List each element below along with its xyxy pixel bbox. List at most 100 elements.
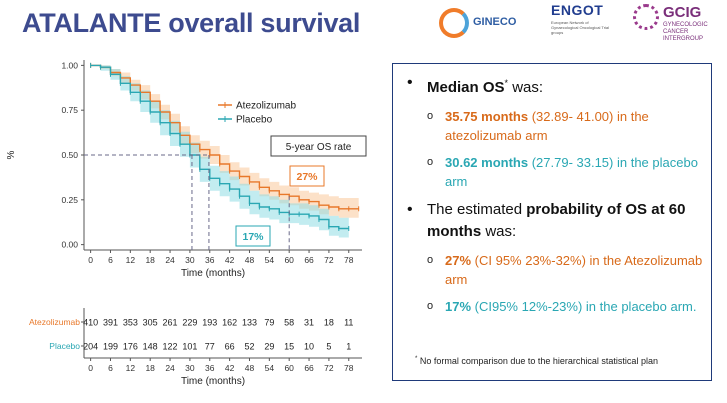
risk-x-tick-label: 18: [145, 363, 155, 373]
summary-panel: Median OS* was: 35.75 months (32.89- 41.…: [392, 63, 712, 381]
x-tick-label: 60: [284, 255, 294, 265]
risk-x-tick-label: 36: [205, 363, 215, 373]
risk-cell: 58: [284, 318, 294, 328]
engot-logo-text: ENGOT: [551, 2, 604, 18]
y-tick-label: 0.75: [61, 105, 78, 115]
risk-cell: 101: [182, 342, 197, 352]
prob-placebo-value: 17%: [445, 299, 472, 314]
risk-cell: 10: [304, 342, 314, 352]
y-tick-label: 0.25: [61, 195, 78, 205]
x-tick-label: 72: [324, 255, 334, 265]
risk-cell: 18: [324, 318, 334, 328]
risk-cell: 204: [83, 342, 98, 352]
risk-x-tick-label: 66: [304, 363, 314, 373]
atezo-60-label-box: [289, 165, 325, 187]
median-os-suffix: was:: [508, 79, 544, 96]
median-atezo-item: 35.75 months (32.89- 41.00) in the atezo…: [403, 107, 705, 145]
footnote-mark: *: [415, 356, 418, 362]
median-placebo-detail: (27.79- 33.15) in the placebo arm: [445, 155, 698, 189]
probability-os-prefix: The estimated: [427, 201, 527, 218]
median-placebo-item: 30.62 months (27.79- 33.15) in the place…: [403, 153, 705, 191]
risk-row-label-placebo: Placebo: [49, 341, 80, 351]
risk-cell: 77: [205, 342, 215, 352]
engot-logo: ENGOT European Network of Gynaecological…: [551, 2, 621, 46]
x-tick-label: 42: [225, 255, 235, 265]
gcig-logo: GCIG GYNECOLOGIC CANCER INTERGROUP: [633, 2, 717, 48]
probability-os-emph: probability of OS at 60 months: [427, 201, 686, 240]
prob-placebo-item: 17% (CI95% 12%-23%) in the placebo arm.: [403, 297, 705, 316]
risk-cell: 305: [143, 318, 158, 328]
risk-x-tick-label: 24: [165, 363, 175, 373]
x-tick-label: 24: [165, 255, 175, 265]
risk-cell: 11: [344, 318, 353, 328]
risk-x-tick-label: 54: [265, 363, 275, 373]
risk-x-tick-label: 12: [126, 363, 136, 373]
prob-placebo-detail: (CI95% 12%-23%) in the placebo arm.: [471, 299, 697, 314]
x-tick-label: 66: [304, 255, 314, 265]
risk-cell: 122: [163, 342, 178, 352]
x-tick-label: 18: [145, 255, 155, 265]
risk-x-tick-label: 60: [284, 363, 294, 373]
risk-cell: 5: [326, 342, 331, 352]
footnote: * No formal comparison due to the hierar…: [415, 356, 658, 366]
annotation-box: [270, 135, 367, 157]
survival-curve-placebo: [90, 64, 349, 230]
legend-label-placebo: Placebo: [236, 115, 273, 126]
x-tick-label: 54: [265, 255, 275, 265]
risk-cell: 193: [202, 318, 217, 328]
y-tick-label: 1.00: [61, 60, 78, 70]
legend-label-atezolizumab: Atezolizumab: [236, 101, 296, 112]
ci-band-placebo: [90, 65, 349, 238]
median-os-bullet: Median OS* was:: [403, 72, 705, 99]
risk-cell: 1: [346, 342, 351, 352]
gineco-mark-icon: [439, 8, 469, 38]
risk-x-tick-label: 78: [344, 363, 354, 373]
atezo-60-label: 27%: [296, 171, 318, 183]
risk-cell: 52: [244, 342, 254, 352]
median-atezo-detail: (32.89- 41.00) in the atezolizumab arm: [445, 109, 649, 143]
annotation-text: 5-year OS rate: [286, 142, 352, 153]
risk-x-tick-label: 48: [245, 363, 255, 373]
risk-cell: 199: [103, 342, 118, 352]
x-tick-label: 36: [205, 255, 215, 265]
risk-cell: 79: [264, 318, 274, 328]
gcig-mark-icon: [633, 4, 659, 30]
gineco-logo: GINECO: [439, 4, 529, 44]
risk-cell: 391: [103, 318, 118, 328]
probability-os-bullet: The estimated probability of OS at 60 mo…: [403, 199, 705, 243]
engot-logo-subtitle: European Network of Gynaecological Oncol…: [551, 20, 610, 35]
median-os-prefix: Median OS: [427, 79, 505, 96]
x-axis-label: Time (months): [181, 268, 245, 279]
x-tick-label: 78: [344, 255, 354, 265]
risk-cell: 410: [83, 318, 98, 328]
x-tick-label: 48: [245, 255, 255, 265]
y-tick-label: 0.00: [61, 240, 78, 250]
risk-cell: 66: [225, 342, 235, 352]
risk-x-axis-label: Time (months): [181, 376, 245, 387]
risk-cell: 176: [123, 342, 138, 352]
prob-atezo-detail: (CI 95% 23%-32%) in the Atezolizumab arm: [445, 253, 703, 287]
risk-cell: 162: [222, 318, 237, 328]
x-tick-label: 30: [185, 255, 195, 265]
median-os-footnote-mark: *: [504, 78, 509, 88]
risk-cell: 29: [264, 342, 274, 352]
risk-row-label-atezolizumab: Atezolizumab: [29, 317, 80, 327]
risk-x-tick-label: 0: [88, 363, 93, 373]
placebo-60-label: 17%: [242, 231, 264, 243]
risk-cell: 133: [242, 318, 257, 328]
x-tick-label: 12: [126, 255, 136, 265]
prob-atezo-item: 27% (CI 95% 23%-32%) in the Atezolizumab…: [403, 251, 705, 289]
median-placebo-value: 30.62 months: [445, 155, 529, 170]
risk-cell: 261: [163, 318, 178, 328]
risk-cell: 15: [284, 342, 294, 352]
placebo-60-label-box: [235, 225, 271, 247]
risk-cell: 353: [123, 318, 138, 328]
risk-x-tick-label: 42: [225, 363, 235, 373]
gcig-logo-subtitle: GYNECOLOGIC CANCER INTERGROUP: [663, 22, 708, 42]
x-tick-label: 0: [88, 255, 93, 265]
km-chart: 0.000.250.500.751.000 6 12 18 24 30 36 42 48 54 60…: [6, 60, 367, 387]
risk-cell: 229: [182, 318, 197, 328]
risk-cell: 31: [304, 318, 314, 328]
x-tick-label: 6: [108, 255, 113, 265]
risk-x-tick-label: 72: [324, 363, 334, 373]
